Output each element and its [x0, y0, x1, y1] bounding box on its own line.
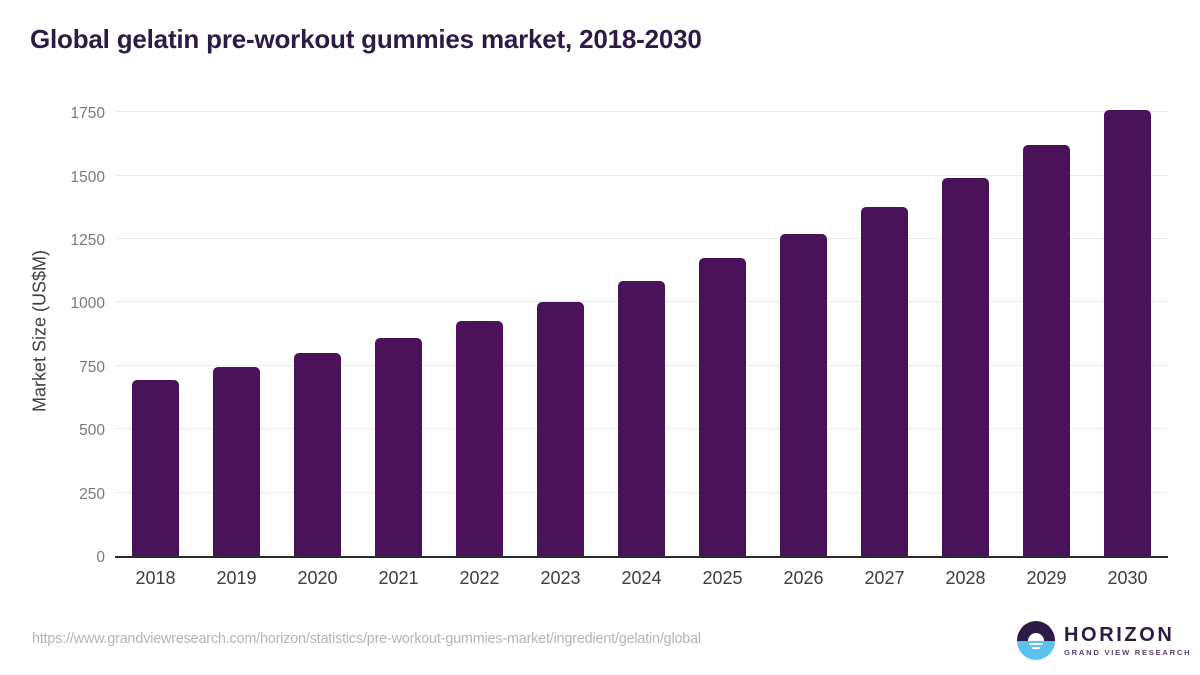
x-tick-2019: 2019: [216, 568, 257, 588]
logo-subtitle: GRAND VIEW RESEARCH: [1064, 647, 1192, 657]
y-tick-1500: 1500: [70, 168, 105, 186]
x-tick-2030: 2030: [1107, 568, 1148, 588]
y-tick-1000: 1000: [70, 295, 105, 313]
x-tick-2022: 2022: [459, 568, 500, 588]
y-axis-title: Market Size (US$M): [29, 249, 50, 413]
bar-2027: [861, 207, 908, 556]
gridline-1500: [115, 174, 1168, 176]
logo-text: HORIZON GRAND VIEW RESEARCH: [1064, 623, 1192, 657]
bar-2018: [132, 379, 179, 556]
y-tick-0: 0: [96, 549, 105, 566]
y-tick-500: 500: [79, 422, 105, 440]
x-tick-2025: 2025: [702, 568, 743, 588]
icon-ripple: [1029, 642, 1043, 645]
x-tick-2021: 2021: [378, 568, 419, 588]
bar-2030: [1104, 109, 1151, 556]
x-tick-2029: 2029: [1026, 568, 1067, 588]
bar-2020: [294, 353, 341, 556]
gridline-1750: [115, 111, 1168, 113]
bar-2021: [375, 337, 422, 556]
x-tick-2026: 2026: [783, 568, 824, 588]
logo-name: HORIZON: [1064, 623, 1175, 646]
source-url: https://www.grandviewresearch.com/horizo…: [32, 630, 701, 647]
bar-2019: [213, 367, 260, 556]
icon-water-half: [1017, 640, 1055, 660]
y-tick-750: 750: [79, 358, 105, 376]
y-tick-250: 250: [79, 485, 105, 503]
x-tick-2018: 2018: [135, 568, 176, 588]
plot-area: [115, 104, 1168, 558]
bar-2024: [618, 280, 665, 556]
y-tick-1750: 1750: [70, 105, 105, 123]
chart-title: Global gelatin pre-workout gummies marke…: [30, 24, 702, 54]
x-tick-2020: 2020: [297, 568, 338, 588]
bar-2026: [780, 233, 827, 556]
icon-sun: [1028, 632, 1044, 641]
x-tick-2024: 2024: [621, 568, 662, 588]
bar-2022: [456, 321, 503, 556]
bar-2028: [942, 178, 989, 556]
y-tick-1250: 1250: [70, 231, 105, 249]
bar-2023: [537, 302, 584, 556]
x-tick-2023: 2023: [540, 568, 581, 588]
gridline-1250: [115, 237, 1168, 239]
icon-sky-half: [1017, 621, 1055, 641]
x-tick-2027: 2027: [864, 568, 905, 588]
horizon-sunrise-icon: [1017, 621, 1055, 660]
bar-2029: [1023, 145, 1070, 556]
x-tick-2028: 2028: [945, 568, 986, 588]
bar-2025: [699, 257, 746, 556]
icon-ripple: [1032, 646, 1040, 649]
horizon-logo: HORIZON GRAND VIEW RESEARCH: [1017, 621, 1191, 660]
